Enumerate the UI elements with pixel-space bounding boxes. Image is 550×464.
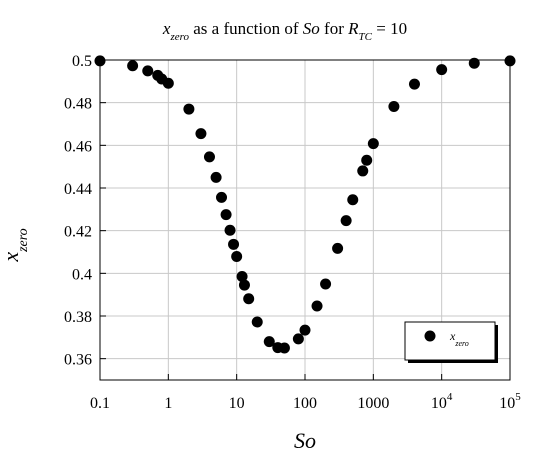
data-point (340, 215, 352, 227)
legend-label: xzero (449, 329, 469, 348)
data-point (299, 324, 311, 336)
data-point (195, 128, 207, 140)
x-tick-label: 105 (499, 391, 521, 412)
data-point (292, 333, 304, 345)
y-tick-label: 0.5 (72, 53, 92, 70)
data-point (224, 224, 236, 236)
y-tick-label: 0.46 (64, 138, 92, 155)
data-point (228, 238, 240, 250)
y-tick-label: 0.42 (64, 224, 92, 241)
data-point (367, 138, 379, 150)
data-point (504, 55, 516, 67)
data-point (278, 342, 290, 354)
x-tick-label: 1000 (357, 395, 389, 412)
data-point (388, 101, 400, 113)
x-tick-label: 1 (164, 395, 172, 412)
legend-marker (424, 330, 436, 342)
y-axis-label: xzero (0, 228, 31, 262)
x-tick-label: 0.1 (90, 395, 110, 412)
y-tick-label: 0.4 (72, 266, 92, 283)
x-tick-label: 100 (293, 395, 317, 412)
data-point (332, 242, 344, 254)
data-point (251, 316, 263, 328)
data-point (231, 250, 243, 262)
data-point (357, 165, 369, 177)
data-point (408, 78, 420, 90)
data-point (210, 171, 222, 183)
x-tick-label: 10 (229, 395, 245, 412)
data-point (243, 293, 255, 305)
data-point (220, 209, 232, 221)
data-point (162, 77, 174, 89)
data-point (263, 336, 275, 348)
data-point (436, 64, 448, 76)
y-axis-ticks: 0.36 0.38 0.4 0.42 0.44 0.46 0.48 0.5 (64, 53, 106, 369)
y-tick-label: 0.44 (64, 181, 92, 198)
data-point (347, 194, 359, 206)
data-point (127, 60, 139, 72)
data-point (361, 154, 373, 166)
x-axis-ticks: 0.1 1 10 100 1000 104 105 (90, 374, 521, 412)
data-point (238, 279, 250, 291)
chart-title: xzero as a function of So for RTC = 10 (162, 19, 407, 43)
data-point (94, 55, 106, 67)
data-point (142, 65, 154, 77)
data-point (236, 271, 248, 283)
data-point (320, 278, 332, 290)
y-tick-label: 0.48 (64, 96, 92, 113)
legend-box (404, 321, 496, 361)
data-points (94, 55, 516, 354)
data-point (183, 103, 195, 115)
y-tick-label: 0.36 (64, 352, 92, 369)
data-point (216, 191, 228, 203)
x-tick-label: 104 (431, 391, 453, 412)
x-axis-label: So (294, 428, 316, 453)
data-point (311, 300, 323, 312)
y-tick-label: 0.38 (64, 309, 92, 326)
legend: xzero (404, 321, 498, 363)
data-point (203, 151, 215, 163)
data-point (468, 57, 480, 69)
